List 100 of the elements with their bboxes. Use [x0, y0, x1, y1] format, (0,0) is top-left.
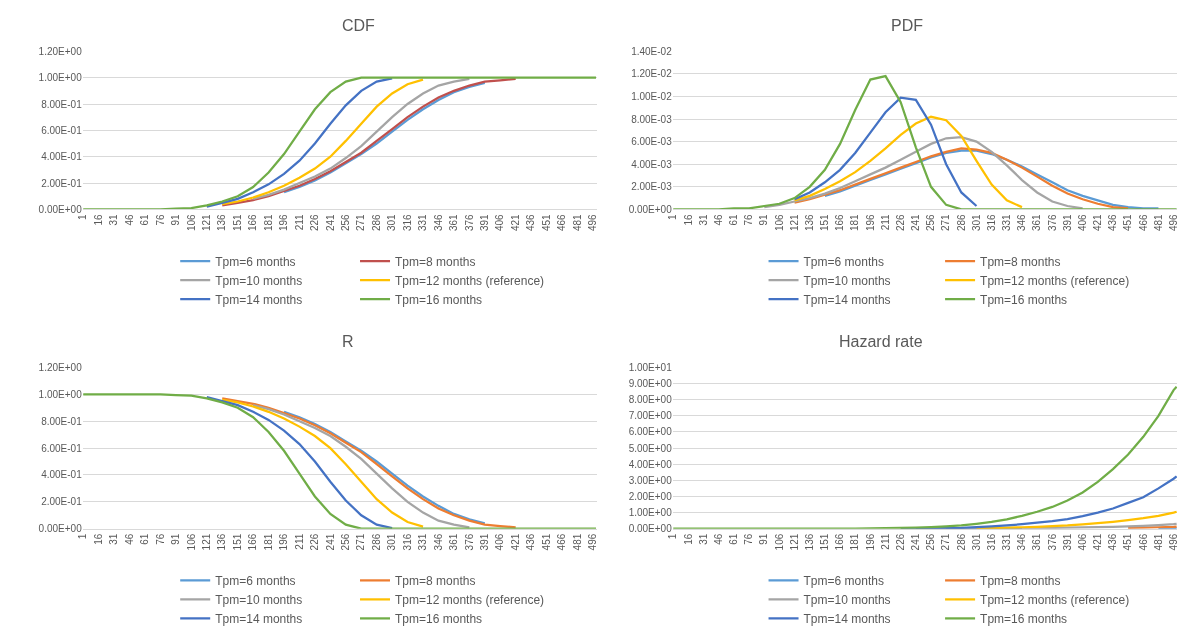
x-tick-label: 46	[712, 213, 724, 226]
x-tick-label: 301	[386, 533, 398, 551]
x-tick-label: 241	[910, 533, 922, 551]
legend-label: Tpm=14 months	[215, 612, 303, 627]
legend-label: Tpm=8 months	[395, 254, 476, 269]
x-tick-label: 436	[1107, 213, 1119, 232]
x-tick-label: 376	[1046, 533, 1058, 551]
y-tick-label: 1.20E+00	[38, 45, 83, 57]
legend-label: Tpm=10 months	[803, 273, 891, 288]
x-tick-label: 391	[479, 533, 491, 551]
x-tick-label: 286	[370, 213, 382, 232]
x-tick-label: 1	[667, 213, 679, 220]
chart-title: PDF	[891, 17, 924, 34]
y-tick-label: 1.20E+00	[38, 362, 83, 373]
legend-label: Tpm=10 months	[215, 273, 303, 288]
y-tick-label: 4.00E-01	[41, 469, 83, 481]
x-tick-label: 31	[108, 533, 120, 545]
y-tick-label: 8.00E+00	[628, 394, 673, 406]
chart-title: CDF	[342, 17, 376, 34]
y-tick-label: 2.00E-03	[631, 181, 673, 193]
x-tick-label: 241	[910, 213, 922, 232]
y-tick-label: 0.00E+00	[628, 523, 673, 535]
x-tick-label: 316	[985, 533, 997, 551]
y-tick-label: 1.00E+01	[628, 362, 673, 373]
x-tick-label: 496	[1167, 213, 1179, 232]
x-tick-label: 406	[1076, 533, 1088, 551]
x-tick-label: 496	[587, 533, 599, 551]
y-tick-label: 1.00E+00	[38, 388, 83, 400]
x-tick-label: 91	[170, 533, 182, 545]
y-tick-label: 2.00E-01	[41, 177, 83, 189]
x-tick-label: 436	[525, 533, 537, 551]
x-tick-label: 16	[682, 213, 694, 226]
legend-label: Tpm=16 months	[980, 612, 1068, 627]
y-tick-label: 6.00E-01	[41, 124, 83, 136]
x-tick-label: 121	[201, 213, 213, 232]
x-tick-label: 76	[154, 533, 166, 545]
x-tick-label: 151	[231, 213, 243, 232]
y-tick-label: 1.20E-02	[631, 68, 673, 80]
x-tick-label: 196	[278, 533, 290, 551]
chart-title: Hazard rate	[839, 333, 923, 350]
x-tick-label: 211	[879, 533, 891, 550]
y-tick-label: 2.00E+00	[628, 490, 673, 502]
x-tick-label: 1	[77, 533, 89, 540]
x-tick-label: 31	[697, 213, 709, 226]
x-tick-label: 376	[1046, 213, 1058, 232]
y-tick-label: 3.00E+00	[628, 474, 673, 486]
legend-label: Tpm=12 months (reference)	[980, 593, 1130, 608]
x-tick-label: 406	[494, 533, 506, 551]
x-tick-label: 226	[894, 533, 906, 551]
x-tick-label: 46	[123, 213, 135, 226]
y-tick-label: 0.00E+00	[628, 203, 673, 215]
x-tick-label: 376	[463, 533, 475, 551]
x-tick-label: 466	[1137, 533, 1149, 551]
legend-label: Tpm=12 months (reference)	[395, 593, 545, 608]
legend-label: Tpm=14 months	[803, 292, 891, 307]
x-tick-label: 61	[728, 213, 740, 226]
x-tick-label: 271	[940, 533, 952, 551]
x-tick-label: 226	[309, 213, 321, 232]
x-tick-label: 481	[571, 213, 583, 232]
y-tick-label: 7.00E+00	[628, 410, 673, 422]
x-tick-label: 316	[401, 533, 413, 551]
y-tick-label: 9.00E+00	[628, 378, 673, 390]
x-tick-label: 256	[925, 213, 937, 232]
y-tick-label: 1.00E+00	[628, 507, 673, 519]
y-tick-label: 1.00E-02	[631, 90, 673, 102]
x-tick-label: 361	[1031, 213, 1043, 232]
x-tick-label: 256	[340, 213, 352, 232]
x-tick-label: 241	[324, 533, 336, 551]
x-tick-label: 346	[432, 533, 444, 551]
legend-label: Tpm=14 months	[803, 612, 891, 627]
x-tick-label: 331	[1001, 213, 1013, 232]
x-tick-label: 46	[712, 533, 724, 545]
x-tick-label: 451	[1122, 213, 1134, 232]
legend-label: Tpm=14 months	[215, 292, 303, 307]
x-tick-label: 181	[262, 533, 274, 551]
x-tick-label: 46	[123, 533, 135, 545]
x-tick-label: 31	[108, 213, 120, 226]
x-tick-label: 226	[309, 533, 321, 551]
x-tick-label: 76	[154, 213, 166, 226]
x-tick-label: 301	[970, 533, 982, 551]
y-tick-label: 4.00E-01	[41, 151, 83, 163]
y-tick-label: 2.00E-01	[41, 496, 83, 508]
legend-label: Tpm=8 months	[395, 574, 476, 589]
legend-label: Tpm=10 months	[803, 593, 891, 608]
x-tick-label: 151	[231, 533, 243, 551]
x-tick-label: 121	[201, 533, 213, 551]
x-tick-label: 436	[525, 213, 537, 232]
y-tick-label: 8.00E-03	[631, 113, 673, 125]
legend-label: Tpm=16 months	[980, 292, 1068, 307]
x-tick-label: 31	[697, 533, 709, 545]
x-tick-label: 451	[1122, 533, 1134, 551]
x-tick-label: 211	[293, 213, 305, 231]
x-tick-label: 211	[293, 533, 305, 550]
x-tick-label: 421	[1092, 533, 1104, 551]
x-tick-label: 166	[834, 213, 846, 232]
y-tick-label: 6.00E-03	[631, 136, 673, 148]
legend-label: Tpm=6 months	[803, 254, 884, 269]
x-tick-label: 166	[834, 533, 846, 551]
x-tick-label: 151	[819, 213, 831, 232]
x-tick-label: 271	[355, 533, 367, 551]
